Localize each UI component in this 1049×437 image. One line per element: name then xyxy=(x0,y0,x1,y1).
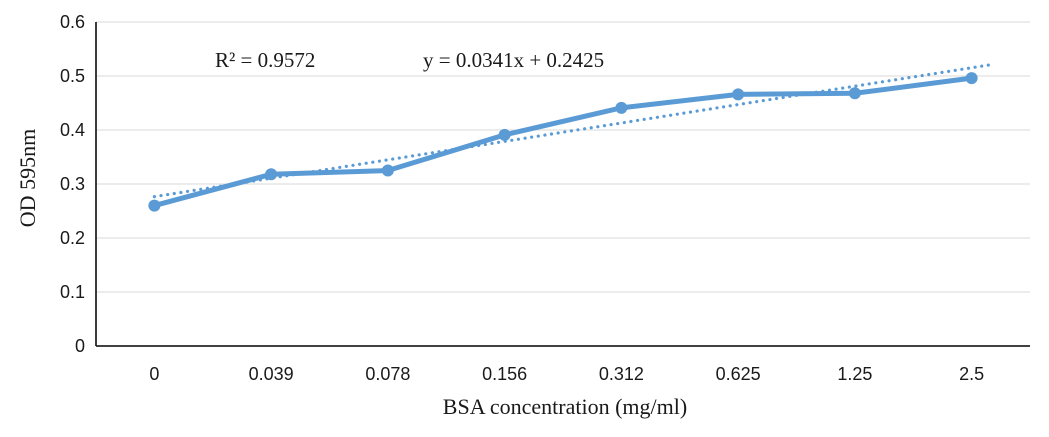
data-point-marker xyxy=(498,128,511,141)
data-point-marker xyxy=(615,101,628,114)
x-axis-title: BSA concentration (mg/ml) xyxy=(442,394,688,419)
x-tick-label: 2.5 xyxy=(959,364,984,384)
data-point-marker xyxy=(381,164,394,177)
x-tick-label: 0 xyxy=(149,364,159,384)
trendline-equation-annotation: y = 0.0341x + 0.2425 xyxy=(423,48,605,72)
y-tick-label: 0.2 xyxy=(60,228,85,248)
data-point-marker xyxy=(848,87,861,100)
x-tick-label: 0.039 xyxy=(249,364,294,384)
y-tick-label: 0 xyxy=(75,336,85,356)
x-tick-label: 0.078 xyxy=(365,364,410,384)
data-point-marker xyxy=(732,88,745,101)
r-squared-annotation: R² = 0.9572 xyxy=(215,48,316,72)
data-point-marker xyxy=(148,199,161,212)
y-tick-label: 0.4 xyxy=(60,120,85,140)
x-tick-label: 1.25 xyxy=(837,364,872,384)
x-tick-label: 0.625 xyxy=(716,364,761,384)
y-tick-label: 0.3 xyxy=(60,174,85,194)
x-tick-label: 0.312 xyxy=(599,364,644,384)
y-tick-label: 0.1 xyxy=(60,282,85,302)
data-series-line xyxy=(151,75,975,209)
y-tick-label: 0.6 xyxy=(60,12,85,32)
y-tick-label: 0.5 xyxy=(60,66,85,86)
data-point-marker xyxy=(265,168,278,181)
data-point-marker xyxy=(965,72,978,85)
x-tick-label: 0.156 xyxy=(482,364,527,384)
trendline xyxy=(152,63,991,199)
y-axis-title: OD 595nm xyxy=(15,128,40,228)
